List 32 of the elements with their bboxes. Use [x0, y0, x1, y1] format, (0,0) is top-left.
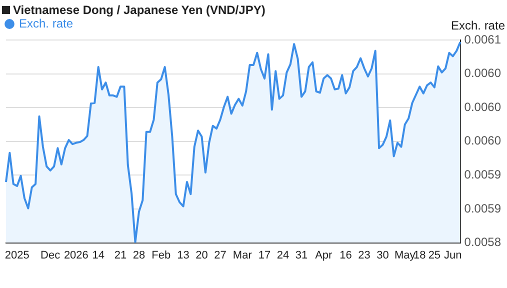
x-tick-label: 21 — [114, 249, 127, 262]
x-tick-label: 23 — [358, 249, 370, 262]
y-tick-label: 0.0059 — [464, 168, 502, 182]
x-tick-label: Apr — [315, 249, 333, 262]
x-tick-label: 14 — [92, 249, 104, 262]
x-tick-label: 30 — [376, 249, 389, 262]
x-tick-label: 25 — [428, 249, 441, 262]
y-tick-label: 0.0061 — [464, 32, 502, 46]
y-tick-label: 0.0058 — [464, 235, 502, 250]
y-tick-label: 0.0060 — [464, 134, 502, 148]
y-tick-label: 0.0060 — [464, 66, 502, 80]
x-tick-label: 2025 — [4, 249, 30, 262]
x-tick-label: Dec — [40, 249, 61, 262]
x-tick-label: 17 — [258, 249, 271, 262]
y-axis-title: Exch. rate — [450, 18, 506, 32]
x-tick-label: Jun — [444, 249, 462, 262]
x-tick-label: 2026 — [64, 249, 88, 262]
x-tick-label: 16 — [340, 249, 352, 262]
chart-title: Vietnamese Dong / Japanese Yen (VND/JPY) — [13, 3, 266, 17]
x-tick-label: 20 — [196, 249, 208, 262]
x-tick-label: 31 — [295, 249, 308, 262]
x-tick-label: 27 — [214, 249, 226, 262]
legend-label: Exch. rate — [19, 16, 74, 30]
x-tick-label: 24 — [276, 249, 290, 262]
x-tick-label: 18 — [414, 249, 426, 262]
y-tick-label: 0.0059 — [464, 201, 502, 216]
x-tick-label: May — [394, 249, 416, 262]
x-tick-label: Feb — [152, 249, 171, 262]
x-tick-label: Mar — [232, 249, 252, 262]
x-tick-label: 13 — [177, 249, 190, 262]
x-tick-label: 28 — [132, 249, 146, 262]
y-tick-label: 0.0060 — [464, 100, 502, 114]
